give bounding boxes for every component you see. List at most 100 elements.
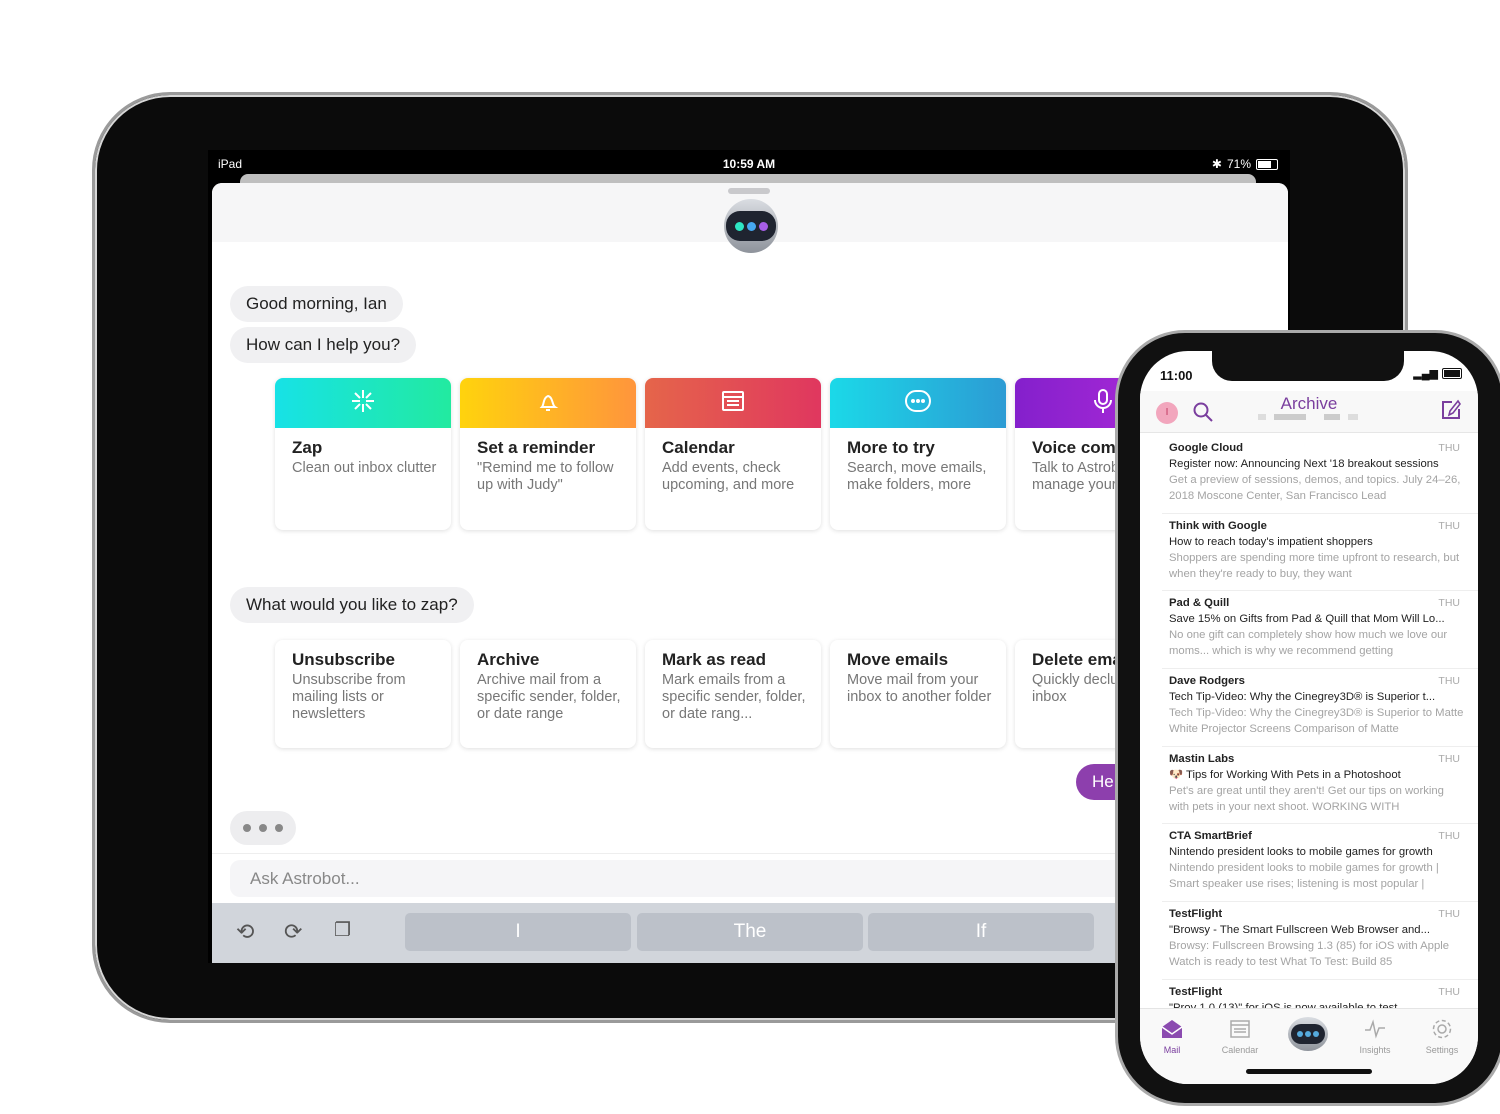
astrobot-avatar-icon [724, 199, 778, 253]
device-name: iPad [218, 157, 243, 171]
email-row[interactable]: TestFlight THU "Browsy - The Smart Fullscr… [1162, 902, 1478, 980]
paste-icon[interactable]: ❐ [334, 920, 352, 941]
sheet-grabber[interactable] [728, 188, 770, 194]
battery-percent: 71% [1226, 157, 1251, 171]
email-row[interactable]: Dave Rodgers THU Tech Tip-Video: Why the C… [1162, 669, 1478, 747]
astrobot-tab-icon[interactable] [1288, 1017, 1328, 1051]
suggestion-key[interactable]: The [637, 913, 863, 951]
email-sender: TestFlight [1169, 985, 1223, 998]
status-bar: iPad 10:59 AM ✱ 71% [208, 150, 1290, 176]
tab-label: Mail [1163, 1045, 1181, 1055]
card-title: Archive [477, 650, 540, 669]
status-right: ✱ 71% [1212, 157, 1278, 171]
divider [212, 853, 1288, 854]
email-sender: Google Cloud [1169, 442, 1244, 454]
card-title: Delete ema [1032, 650, 1122, 669]
email-preview: Shoppers are spending more time upfront … [1169, 551, 1460, 580]
card-description: Search, move emails, make folders, more [847, 460, 987, 493]
status-icons: ▂▄▆ [1413, 367, 1462, 380]
email-date: THU [1438, 675, 1460, 688]
tab-mail[interactable]: Mail [1142, 1017, 1202, 1055]
status-time: 10:59 AM [722, 157, 776, 171]
email-row[interactable]: Pad & Quill THU Save 15% on Gifts from Pad… [1162, 591, 1478, 670]
action-card[interactable]: Calendar Add events, check upcoming, and … [645, 378, 821, 530]
pulse-icon [1345, 1017, 1405, 1041]
zap-option-card[interactable]: Mark as read Mark emails from a specific … [645, 640, 821, 748]
card-title: Calendar [662, 438, 735, 457]
email-sender: Mastin Labs [1169, 752, 1235, 765]
email-date: THU [1438, 597, 1460, 610]
action-card[interactable]: Zap Clean out inbox clutter [275, 378, 451, 530]
folder-subtitle-blurred [1258, 414, 1358, 420]
email-preview: Tech Tip-Video: Why the Cinegrey3D® is S… [1169, 707, 1464, 736]
zap-option-card[interactable]: Archive Archive mail from a specific send… [460, 640, 636, 748]
ipad-screen: iPad 10:59 AM ✱ 71% Good morning, Ian Ho… [208, 150, 1290, 963]
suggestion-key[interactable]: If [868, 913, 1094, 951]
tab-label: Insights [1359, 1045, 1391, 1055]
undo-icon[interactable]: ⟲ [236, 919, 255, 944]
email-preview: Pet's are great until they aren't! Get o… [1169, 784, 1444, 813]
card-header [460, 378, 636, 428]
suggestion-key[interactable]: I [405, 913, 631, 951]
card-title: More to try [847, 438, 935, 457]
card-description: Clean out inbox clutter [292, 460, 437, 476]
ask-astrobot-input[interactable]: Ask Astrobot... [230, 860, 1270, 897]
chat-dots-icon [904, 389, 932, 418]
iphone-device: 11:00 ▂▄▆ Archive I Google Cloud THU Regis… [1115, 330, 1500, 1106]
typing-indicator [230, 811, 296, 845]
email-row[interactable]: Mastin Labs THU 🐶 Tips for Working With Pe… [1162, 747, 1478, 825]
zap-icon [350, 388, 376, 419]
email-date: THU [1438, 519, 1460, 532]
email-preview: No one gift can completely show how much… [1169, 629, 1448, 658]
card-title: Set a reminder [477, 438, 596, 457]
email-subject: Register now: Announcing Next '18 breako… [1169, 458, 1439, 470]
battery-icon [1442, 368, 1462, 379]
email-subject: "Browsy - The Smart Fullscreen Web Brows… [1169, 924, 1430, 937]
action-card[interactable]: More to try Search, move emails, make fol… [830, 378, 1006, 530]
assistant-sheet: Good morning, Ian How can I help you? Za… [212, 183, 1288, 963]
calendar-icon [1210, 1017, 1270, 1041]
folder-title[interactable]: Archive [1280, 394, 1338, 413]
email-row[interactable]: Think with Google THU How to reach today's… [1162, 514, 1478, 592]
card-title: Mark as read [662, 650, 766, 669]
bell-icon [535, 388, 561, 419]
tab-settings[interactable]: Settings [1412, 1017, 1472, 1055]
card-description: "Remind me to follow up with Judy" [477, 460, 614, 493]
card-title: Voice comm [1032, 438, 1131, 457]
email-date: THU [1438, 908, 1460, 921]
email-sender: CTA SmartBrief [1169, 830, 1252, 843]
search-icon[interactable] [1192, 401, 1214, 423]
status-time: 11:00 [1160, 368, 1193, 383]
email-date: THU [1438, 830, 1460, 843]
email-date: THU [1438, 442, 1460, 454]
email-date: THU [1438, 985, 1460, 998]
zap-option-card[interactable]: Move emails Move mail from your inbox to … [830, 640, 1006, 748]
prompt-bubble: How can I help you? [230, 327, 417, 363]
home-indicator[interactable] [1246, 1069, 1372, 1074]
email-row[interactable]: Google Cloud THU Register now: Announcing … [1162, 436, 1478, 514]
email-row[interactable]: CTA SmartBrief THU Nintendo president look… [1162, 824, 1478, 903]
greeting-bubble: Good morning, Ian [230, 286, 403, 322]
mail-header: Archive I [1140, 391, 1478, 433]
zap-option-card[interactable]: Unsubscribe Unsubscribe from mailing list… [275, 640, 451, 748]
card-header [830, 378, 1006, 428]
calendar-icon [721, 389, 745, 418]
email-sender: Think with Google [1169, 519, 1267, 532]
card-title: Zap [292, 438, 323, 457]
email-preview: Browsy: Fullscreen Browsing 1.3 (85) for… [1169, 940, 1450, 969]
tab-insights[interactable]: Insights [1345, 1017, 1405, 1055]
compose-icon[interactable] [1440, 399, 1462, 421]
email-sender: TestFlight [1169, 908, 1223, 921]
microphone-icon [1091, 388, 1115, 419]
card-header [275, 378, 451, 428]
keyboard-suggestion-bar: ⟲ ⟳ ❐ I The If [212, 903, 1288, 963]
card-description: Unsubscribe from mailing lists or newsle… [292, 672, 406, 722]
action-card[interactable]: Set a reminder "Remind me to follow up wi… [460, 378, 636, 530]
redo-icon[interactable]: ⟳ [284, 919, 303, 944]
card-description: Move mail from your inbox to another fol… [847, 672, 992, 705]
tab-calendar[interactable]: Calendar [1210, 1017, 1270, 1055]
account-avatar[interactable]: I [1156, 402, 1178, 424]
card-header [645, 378, 821, 428]
card-title: Unsubscribe [292, 650, 395, 669]
email-preview: Get a preview of sessions, demos, and to… [1169, 474, 1461, 502]
